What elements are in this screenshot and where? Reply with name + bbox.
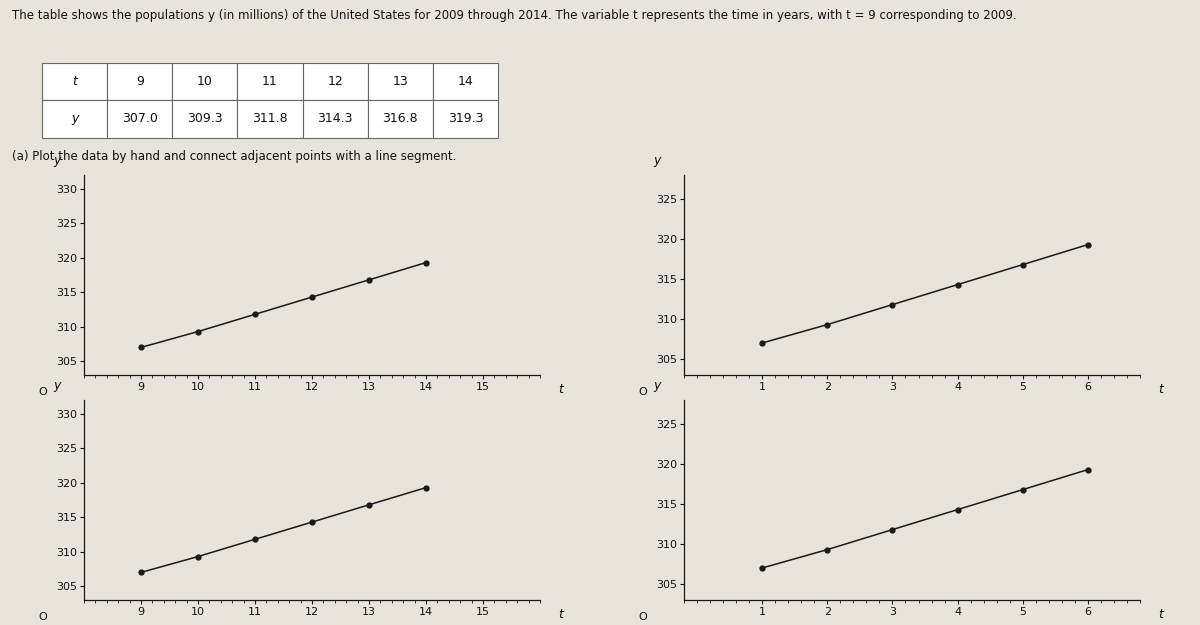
Text: 307.0: 307.0 (121, 112, 157, 125)
Text: O: O (638, 387, 647, 397)
FancyBboxPatch shape (173, 62, 238, 100)
Text: y: y (653, 154, 660, 167)
FancyBboxPatch shape (107, 100, 173, 138)
Text: 10: 10 (197, 75, 212, 88)
FancyBboxPatch shape (173, 100, 238, 138)
Text: 311.8: 311.8 (252, 112, 288, 125)
Text: The table shows the populations y (in millions) of the United States for 2009 th: The table shows the populations y (in mi… (12, 9, 1016, 22)
Text: 319.3: 319.3 (448, 112, 484, 125)
Text: (a) Plot the data by hand and connect adjacent points with a line segment.: (a) Plot the data by hand and connect ad… (12, 150, 456, 163)
FancyBboxPatch shape (238, 100, 302, 138)
FancyBboxPatch shape (107, 62, 173, 100)
Text: O: O (638, 612, 647, 622)
Text: y: y (53, 154, 60, 167)
Text: 14: 14 (457, 75, 473, 88)
FancyBboxPatch shape (42, 100, 107, 138)
FancyBboxPatch shape (238, 62, 302, 100)
Text: 12: 12 (328, 75, 343, 88)
Text: t: t (1158, 608, 1163, 621)
FancyBboxPatch shape (302, 100, 367, 138)
Text: 9: 9 (136, 75, 144, 88)
FancyBboxPatch shape (367, 62, 433, 100)
Text: 316.8: 316.8 (383, 112, 418, 125)
Text: t: t (1158, 383, 1163, 396)
FancyBboxPatch shape (42, 62, 107, 100)
FancyBboxPatch shape (433, 62, 498, 100)
Text: O: O (38, 387, 47, 397)
Text: 13: 13 (392, 75, 408, 88)
Text: t: t (72, 75, 77, 88)
Text: 309.3: 309.3 (187, 112, 223, 125)
Text: O: O (38, 612, 47, 622)
Text: t: t (558, 383, 563, 396)
Text: t: t (558, 608, 563, 621)
Text: y: y (653, 379, 660, 392)
FancyBboxPatch shape (302, 62, 367, 100)
Text: 11: 11 (262, 75, 278, 88)
Text: y: y (71, 112, 78, 125)
FancyBboxPatch shape (367, 100, 433, 138)
Text: 314.3: 314.3 (317, 112, 353, 125)
FancyBboxPatch shape (433, 100, 498, 138)
Text: y: y (53, 379, 60, 392)
